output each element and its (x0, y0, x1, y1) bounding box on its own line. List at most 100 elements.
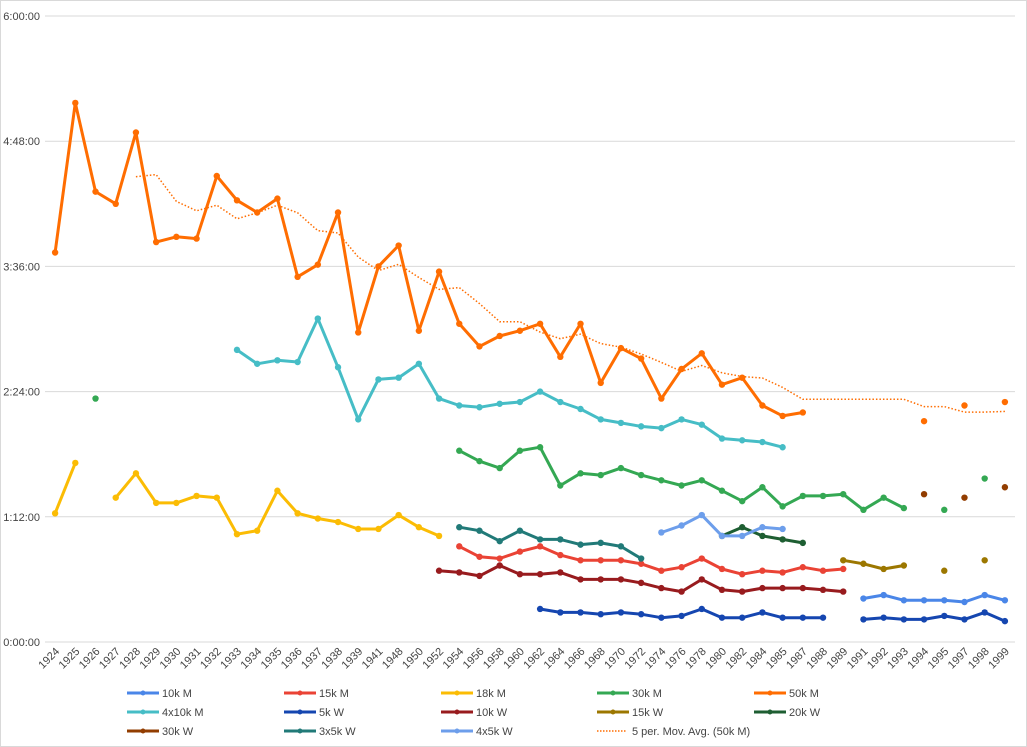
data-point (415, 360, 423, 367)
trendline-moving-average (135, 173, 1005, 413)
data-point (496, 464, 503, 472)
data-point (253, 527, 261, 534)
data-point (92, 188, 99, 195)
data-point (132, 470, 140, 477)
data-point (294, 510, 301, 517)
series-30k-w (920, 484, 1009, 501)
legend-marker (454, 690, 460, 696)
data-point (536, 570, 544, 578)
data-point (1001, 398, 1009, 406)
data-point (516, 398, 524, 406)
data-point (395, 511, 402, 519)
data-point (456, 402, 463, 409)
data-point (536, 543, 544, 550)
series-line (863, 610, 1006, 623)
data-point (799, 584, 807, 592)
data-point (334, 209, 342, 216)
legend-marker (610, 690, 616, 696)
data-point (132, 129, 140, 136)
data-point (779, 503, 786, 510)
data-point (617, 344, 625, 352)
legend-marker (610, 709, 616, 715)
data-point (1001, 484, 1009, 491)
y-axis: 0:00:00 1:12:00 2:24:00 3:36:00 4:48:00 6:00:… (3, 11, 40, 649)
data-point (779, 569, 786, 576)
data-point (819, 492, 827, 500)
y-tick-label: 3:36:00 (3, 261, 40, 273)
data-point (557, 551, 564, 559)
data-point (698, 605, 705, 613)
series-18k-m (51, 459, 443, 540)
data-point (516, 327, 524, 334)
data-point (860, 595, 867, 602)
data-point (274, 487, 281, 494)
data-point (961, 598, 968, 606)
data-point (557, 353, 564, 361)
data-point (698, 350, 705, 357)
data-point (476, 343, 483, 350)
data-point (395, 242, 402, 249)
data-point (355, 329, 362, 336)
data-point (981, 475, 988, 482)
legend-marker (140, 728, 146, 734)
legend-item: 10k W (441, 707, 508, 719)
data-point (435, 268, 443, 275)
legend-item: 15k M (284, 688, 349, 700)
data-point (718, 435, 726, 442)
plot-area (51, 99, 1009, 625)
data-point (536, 388, 544, 395)
data-point (617, 543, 625, 550)
legend-label: 15k W (632, 707, 664, 719)
data-point (900, 562, 908, 569)
data-point (981, 609, 988, 616)
data-point (476, 457, 483, 465)
data-point (799, 614, 807, 621)
data-point (1001, 597, 1009, 604)
data-point (294, 273, 301, 281)
data-point (900, 504, 908, 512)
legend-label: 4x10k M (162, 707, 204, 719)
data-point (577, 609, 584, 616)
data-point (840, 565, 847, 573)
data-point (678, 564, 685, 571)
data-point (536, 444, 544, 451)
data-point (718, 381, 726, 388)
series-line (459, 525, 642, 560)
data-point (152, 499, 160, 507)
data-point (759, 567, 766, 574)
data-point (738, 437, 746, 444)
y-tick-label: 2:24:00 (3, 387, 40, 399)
data-point (597, 557, 604, 564)
data-point (51, 510, 59, 517)
data-point (637, 579, 645, 587)
data-point (314, 315, 322, 322)
data-point (72, 459, 79, 467)
legend-marker (767, 690, 773, 696)
data-point (759, 584, 766, 592)
data-point (759, 438, 766, 446)
data-point (880, 494, 887, 501)
data-point (476, 572, 483, 580)
data-point (738, 374, 746, 381)
data-point (456, 447, 463, 454)
legend-label: 30k W (162, 726, 194, 738)
data-point (981, 591, 988, 599)
data-point (577, 470, 584, 477)
data-point (173, 499, 180, 507)
data-point (597, 416, 604, 423)
series-15k-m (456, 543, 847, 578)
legend-marker (140, 709, 146, 715)
data-point (880, 591, 887, 599)
data-point (840, 557, 847, 564)
data-point (678, 588, 685, 595)
data-point (658, 584, 665, 592)
data-point (274, 357, 281, 364)
data-point (698, 555, 705, 562)
data-point (314, 515, 322, 522)
y-tick-label: 4:48:00 (3, 136, 40, 148)
data-point (860, 506, 867, 514)
data-point (799, 564, 807, 571)
data-point (435, 395, 443, 402)
legend-label: 10k W (476, 707, 508, 719)
series-3x5k-w (456, 524, 645, 562)
